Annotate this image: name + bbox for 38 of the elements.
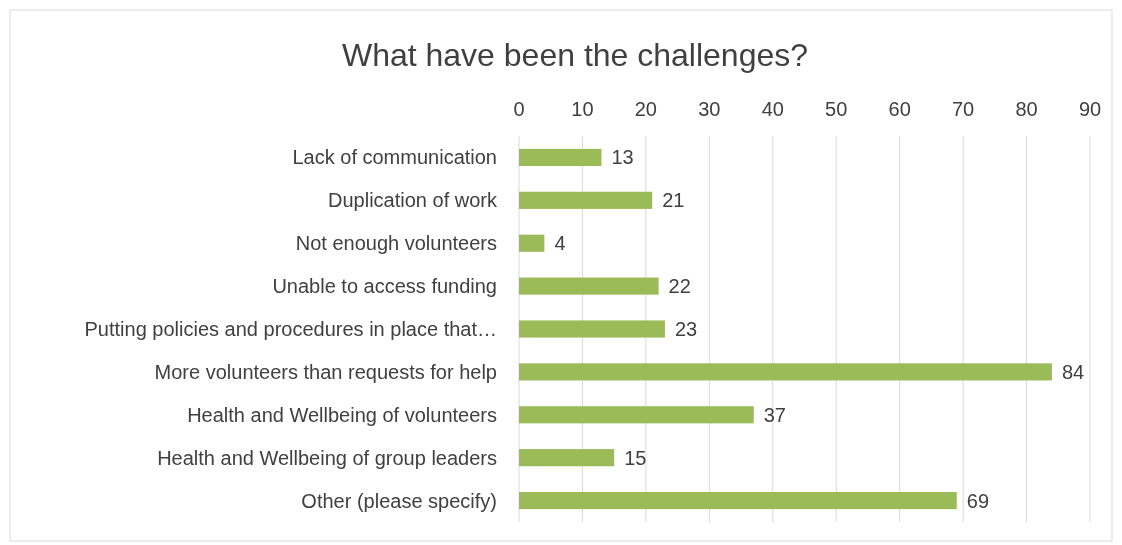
- x-tick-label: 70: [951, 98, 975, 120]
- x-tick-label: 20: [634, 98, 658, 120]
- bar: [519, 234, 545, 252]
- bar: [519, 191, 653, 209]
- chart-title: What have been the challenges?: [341, 37, 809, 73]
- y-tick-label: Health and Wellbeing of group leaders: [157, 446, 497, 469]
- x-tick-label: 80: [1015, 98, 1038, 120]
- y-tick-label: More volunteers than requests for help: [154, 360, 497, 383]
- data-label: 13: [611, 146, 634, 169]
- bar: [519, 491, 957, 510]
- x-tick-label: 30: [698, 98, 721, 120]
- data-label: 37: [763, 403, 786, 426]
- x-tick-label: 40: [761, 98, 784, 120]
- y-tick-label: Not enough volunteers: [295, 232, 497, 255]
- y-tick-label: Health and Wellbeing of volunteers: [187, 403, 497, 426]
- bar: [519, 449, 615, 467]
- x-tick-label: 10: [571, 98, 594, 120]
- data-label: 22: [668, 275, 691, 298]
- bar: [519, 320, 665, 338]
- y-tick-label: Lack of communication: [292, 146, 497, 169]
- y-tick-label: Unable to access funding: [272, 275, 497, 298]
- data-label: 21: [662, 189, 685, 212]
- bar: [519, 363, 1052, 381]
- bar: [519, 406, 754, 424]
- data-label: 84: [1061, 360, 1085, 383]
- y-tick-label: Putting policies and procedures in place that…: [84, 318, 497, 340]
- data-label: 15: [624, 446, 647, 469]
- x-tick-label: 0: [513, 98, 525, 120]
- data-label: 23: [674, 318, 698, 340]
- x-tick-label: 60: [888, 98, 911, 120]
- y-tick-label: Duplication of work: [328, 189, 498, 212]
- bar: [519, 148, 602, 167]
- data-label: 4: [554, 232, 566, 255]
- data-label: 69: [966, 489, 990, 512]
- x-tick-label: 90: [1078, 98, 1102, 120]
- x-tick-label: 50: [825, 98, 848, 120]
- y-tick-label: Other (please specify): [301, 489, 497, 512]
- bar: [519, 277, 659, 295]
